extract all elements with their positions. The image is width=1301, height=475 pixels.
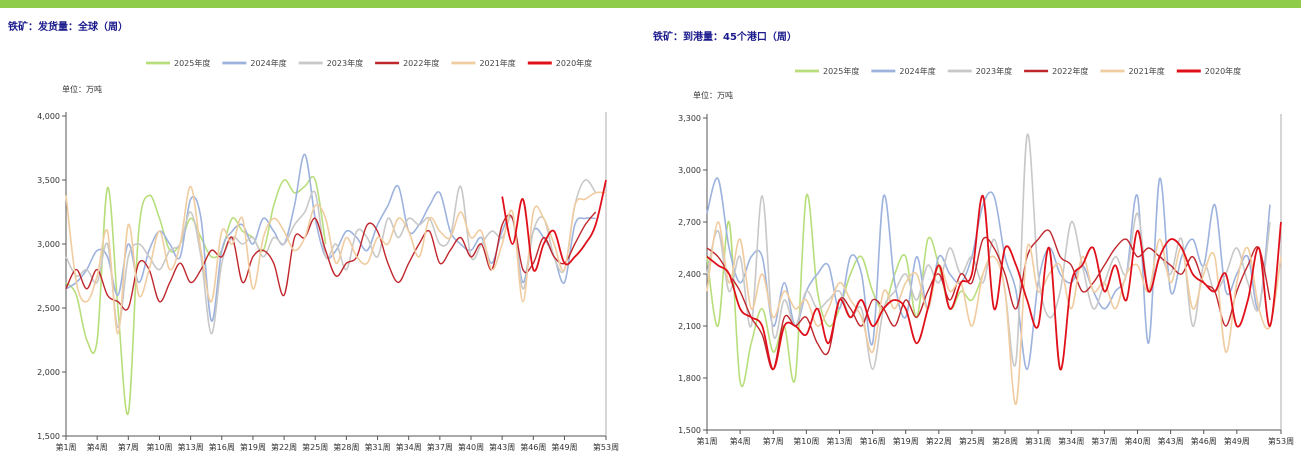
- top-accent-bar: [0, 0, 1301, 8]
- chart-title: 铁矿：发货量：全球（周）: [8, 22, 128, 33]
- series-line-0: [65, 175, 327, 416]
- x-tick-label: 第40周: [458, 442, 484, 452]
- chart-title: 铁矿：到港量：45个港口（周）: [653, 32, 797, 43]
- legend-label: 2025年度: [823, 66, 859, 76]
- x-tick-label: 第10周: [146, 442, 172, 452]
- x-tick-label: 第22周: [271, 442, 297, 452]
- legend-label: 2022年度: [403, 58, 439, 68]
- x-tick-label: 第49周: [1224, 436, 1250, 446]
- x-tick-label: 第7周: [763, 436, 784, 446]
- legend-item-4[interactable]: 2021年度: [451, 58, 516, 68]
- y-tick-label: 1,500: [37, 432, 60, 441]
- unit-label: 单位：万吨: [693, 90, 733, 100]
- legend-label: 2023年度: [976, 66, 1012, 76]
- series-line-0: [706, 193, 984, 388]
- x-tick-label: 第1周: [55, 442, 76, 452]
- x-tick-label: 第28周: [333, 442, 359, 452]
- x-tick-label: 第28周: [992, 436, 1018, 446]
- x-tick-label: 第43周: [489, 442, 515, 452]
- x-tick-label: 第31周: [364, 442, 390, 452]
- legend-label: 2024年度: [250, 58, 286, 68]
- x-tick-label: 第7周: [118, 442, 139, 452]
- x-tick-label: 第4周: [87, 442, 108, 452]
- y-tick-label: 3,000: [678, 166, 701, 175]
- y-tick-label: 2,700: [678, 218, 701, 227]
- y-tick-label: 1,500: [678, 426, 701, 435]
- x-tick-label: 第16周: [859, 436, 885, 446]
- legend-item-5[interactable]: 2020年度: [1176, 66, 1241, 76]
- x-tick-label: 第13周: [178, 442, 204, 452]
- y-tick-label: 3,500: [37, 176, 60, 185]
- legend-label: 2021年度: [479, 58, 515, 68]
- legend-label: 2021年度: [1128, 66, 1164, 76]
- x-tick-label: 第25周: [302, 442, 328, 452]
- x-tick-label: 第31周: [1025, 436, 1051, 446]
- legend-label: 2025年度: [174, 58, 210, 68]
- x-tick-label: 第40周: [1124, 436, 1150, 446]
- x-tick-label: 第34周: [396, 442, 422, 452]
- x-tick-label: 第53周: [1268, 436, 1294, 446]
- legend-label: 2022年度: [1052, 66, 1088, 76]
- series-line-5: [501, 179, 607, 272]
- y-tick-label: 1,800: [678, 374, 701, 383]
- x-tick-label: 第19周: [893, 436, 919, 446]
- x-tick-label: 第34周: [1058, 436, 1084, 446]
- series-line-3: [65, 211, 597, 311]
- x-tick-label: 第16周: [209, 442, 235, 452]
- y-tick-label: 4,000: [37, 112, 60, 121]
- legend-label: 2020年度: [1205, 66, 1241, 76]
- chart-panel-port-arrivals: 铁矿：到港量：45个港口（周） 单位：万吨 1,500 1,800 2,100 2,40…: [645, 8, 1301, 475]
- legend-item-1[interactable]: 2024年度: [222, 58, 287, 68]
- x-tick-label: 第46周: [1191, 436, 1217, 446]
- x-tick-label: 第53周: [593, 442, 619, 452]
- x-tick-label: 第10周: [793, 436, 819, 446]
- y-tick-label: 2,100: [678, 322, 701, 331]
- y-tick-label: 2,000: [37, 368, 60, 377]
- y-tick-label: 2,400: [678, 270, 701, 279]
- unit-label: 单位：万吨: [62, 84, 102, 94]
- chart-svg-global-shipments: 单位：万吨 1,500 2,000 2,500 3,000 3,500 4,000 第1周 第4…: [37, 58, 619, 452]
- x-tick-label: 第43周: [1158, 436, 1184, 446]
- legend-item-3[interactable]: 2022年度: [1024, 66, 1088, 76]
- chart-svg-port-arrivals: 单位：万吨 1,500 1,800 2,100 2,400 2,700 3,000 3,300…: [678, 66, 1294, 446]
- chart-panel-global-shipments: 铁矿：发货量：全球（周） 单位：万吨 1,500 2,000 2,500 3,000 3,…: [0, 8, 640, 475]
- legend-label: 2023年度: [327, 58, 363, 68]
- legend-item-4[interactable]: 2021年度: [1100, 66, 1165, 76]
- series-line-4: [65, 185, 607, 335]
- legend-item-2[interactable]: 2023年度: [298, 58, 363, 68]
- legend-item-3[interactable]: 2022年度: [375, 58, 439, 68]
- x-tick-label: 第49周: [551, 442, 577, 452]
- x-tick-label: 第4周: [730, 436, 751, 446]
- x-tick-label: 第37周: [427, 442, 453, 452]
- x-tick-label: 第22周: [926, 436, 952, 446]
- legend-label: 2020年度: [556, 58, 592, 68]
- y-tick-label: 3,300: [678, 114, 701, 123]
- legend-item-5[interactable]: 2020年度: [527, 58, 592, 68]
- series-line-2: [65, 179, 597, 335]
- x-tick-label: 第25周: [959, 436, 985, 446]
- legend-label: 2024年度: [899, 66, 935, 76]
- legend-item-0[interactable]: 2025年度: [795, 66, 859, 76]
- x-tick-label: 第19周: [240, 442, 266, 452]
- legend-item-1[interactable]: 2024年度: [871, 66, 936, 76]
- series-line-5: [706, 195, 1282, 371]
- legend-item-2[interactable]: 2023年度: [947, 66, 1012, 76]
- y-tick-label: 3,000: [37, 240, 60, 249]
- y-tick-label: 2,500: [37, 304, 60, 313]
- x-tick-label: 第1周: [696, 436, 717, 446]
- x-tick-label: 第46周: [520, 442, 546, 452]
- legend-item-0[interactable]: 2025年度: [146, 58, 210, 68]
- x-tick-label: 第13周: [826, 436, 852, 446]
- x-tick-label: 第37周: [1091, 436, 1117, 446]
